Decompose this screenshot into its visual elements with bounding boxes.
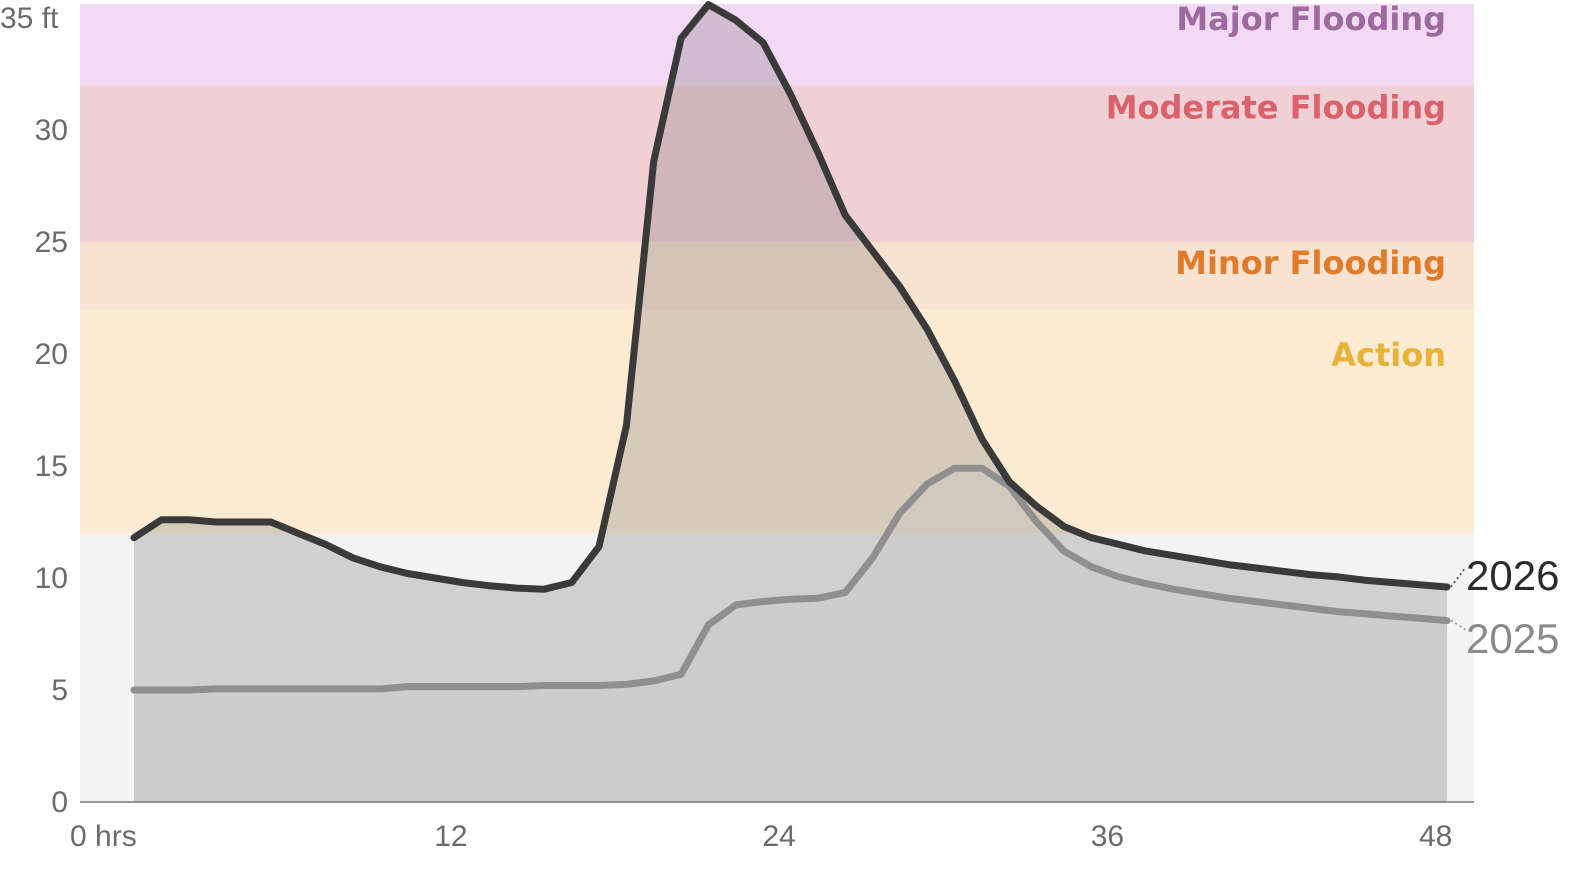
band-label-action: Action bbox=[1331, 336, 1446, 374]
band-minor-flooding bbox=[80, 242, 1474, 310]
area-2025 bbox=[134, 468, 1447, 802]
y-tick-label: 20 bbox=[35, 338, 68, 371]
x-tick-label: 0 hrs bbox=[70, 820, 137, 853]
y-tick-label: 15 bbox=[35, 450, 68, 483]
area-2026 bbox=[134, 4, 1447, 803]
x-tick-label: 48 bbox=[1419, 820, 1452, 853]
y-tick-label: 10 bbox=[35, 562, 68, 595]
line-2025 bbox=[130, 464, 1451, 694]
y-tick-label: 30 bbox=[35, 114, 68, 147]
band-action bbox=[80, 309, 1474, 534]
axes: 0 5 10 15 20 25 30 35 ft 0 hrs 12 24 36 48 bbox=[0, 2, 1474, 853]
series-labels: 2026 2025 bbox=[1450, 552, 1559, 662]
band-labels: Action Minor Flooding Moderate Flooding Maj… bbox=[1106, 0, 1446, 374]
series-label-2025: 2025 bbox=[1466, 615, 1559, 662]
y-tick-label: 5 bbox=[51, 674, 68, 707]
x-tick-label: 24 bbox=[763, 820, 796, 853]
series-areas bbox=[134, 4, 1447, 803]
leader-2026 bbox=[1450, 566, 1467, 588]
y-tick-label: 25 bbox=[35, 226, 68, 259]
band-label-minor-flooding: Minor Flooding bbox=[1175, 244, 1446, 282]
band-moderate-flooding bbox=[80, 85, 1474, 242]
series-lines bbox=[130, 1, 1451, 694]
series-label-2026: 2026 bbox=[1466, 552, 1559, 599]
y-tick-label: 0 bbox=[51, 786, 68, 819]
below-action-band bbox=[80, 533, 1474, 802]
band-label-moderate-flooding: Moderate Flooding bbox=[1106, 88, 1446, 126]
band-label-major-flooding: Major Flooding bbox=[1176, 0, 1446, 38]
line-2026 bbox=[130, 1, 1451, 593]
x-tick-label: 36 bbox=[1091, 820, 1124, 853]
y-tick-label: 35 ft bbox=[0, 2, 59, 35]
x-tick-label: 12 bbox=[434, 820, 467, 853]
